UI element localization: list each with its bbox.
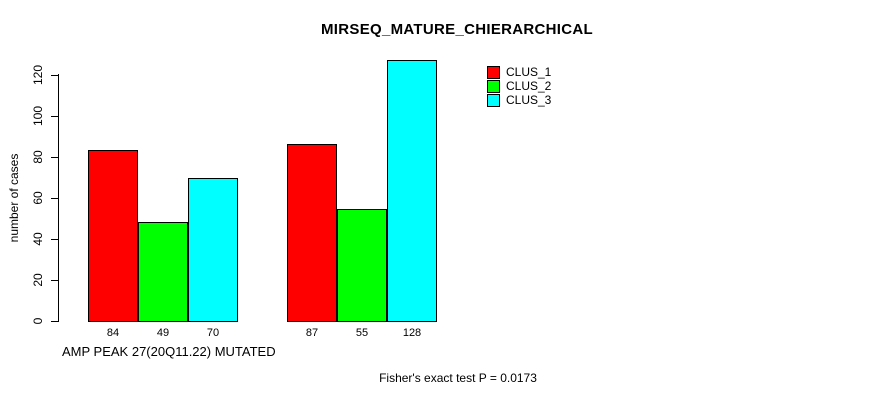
y-axis-line	[58, 74, 59, 322]
bar-value-label: 87	[305, 327, 319, 339]
y-tick-label: 20	[31, 273, 45, 287]
bar-clus_1-group-2	[287, 144, 337, 322]
bar-value-label: 70	[206, 327, 220, 339]
legend-item-clus-1: CLUS_1	[487, 65, 551, 79]
bar-clus_3-group-1	[188, 178, 238, 322]
y-tick-label: 40	[31, 232, 45, 246]
bar-clus_3-group-2	[387, 60, 437, 322]
y-tick	[51, 116, 58, 117]
y-tick	[51, 280, 58, 281]
y-tick-label: 60	[31, 191, 45, 205]
y-tick	[51, 321, 58, 322]
legend-label-clus-1: CLUS_1	[506, 65, 552, 79]
bar-clus_2-group-1	[138, 222, 188, 322]
legend: CLUS_1 CLUS_2 CLUS_3	[487, 65, 551, 107]
y-tick-label: 120	[31, 64, 45, 86]
legend-item-clus-3: CLUS_3	[487, 93, 551, 107]
bar-value-label: 49	[156, 327, 170, 339]
y-tick	[51, 239, 58, 240]
legend-label-clus-3: CLUS_3	[506, 93, 552, 107]
bar-clus_1-group-1	[88, 150, 138, 322]
chart-title: MIRSEQ_MATURE_CHIERARCHICAL	[321, 21, 593, 38]
y-tick-label: 100	[31, 105, 45, 127]
legend-item-clus-2: CLUS_2	[487, 79, 551, 93]
legend-swatch-clus-1	[487, 65, 500, 79]
fisher-test-note: Fisher's exact test P = 0.0173	[379, 371, 537, 385]
bar-value-label: 84	[106, 327, 120, 339]
y-tick	[51, 198, 58, 199]
bar-value-label: 128	[402, 327, 422, 339]
x-axis-label: AMP PEAK 27(20Q11.22) MUTATED	[62, 344, 276, 359]
y-axis-label: number of cases	[7, 153, 21, 243]
y-tick-label: 80	[31, 150, 45, 164]
y-tick-label: 0	[31, 317, 45, 325]
legend-label-clus-2: CLUS_2	[506, 79, 552, 93]
legend-swatch-clus-2	[487, 79, 500, 93]
bar-clus_2-group-2	[337, 209, 387, 322]
y-tick	[51, 75, 58, 76]
legend-swatch-clus-3	[487, 93, 500, 107]
y-tick	[51, 157, 58, 158]
bar-value-label: 55	[355, 327, 369, 339]
